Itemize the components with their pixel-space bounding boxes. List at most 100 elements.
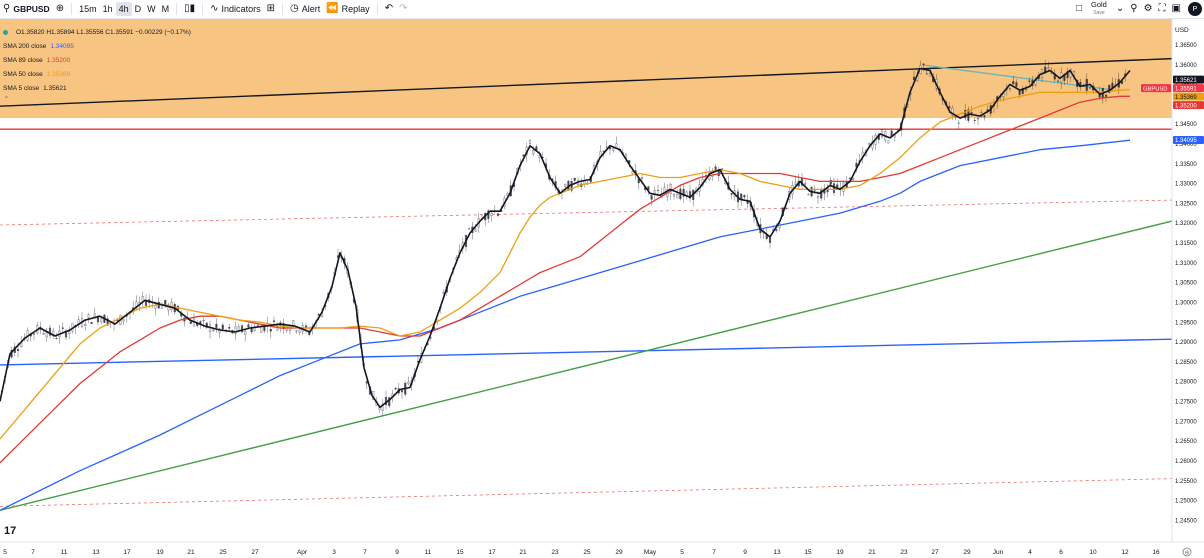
x-tick-label: 17 [123, 549, 131, 556]
indicators-label: Indicators [221, 4, 261, 14]
interval-m[interactable]: M [161, 4, 170, 14]
y-tick-label: 1.32500 [1175, 201, 1197, 207]
y-tick-label: 1.30500 [1175, 281, 1197, 287]
candle-body [612, 148, 615, 151]
redo-button[interactable]: ↷ [396, 0, 410, 18]
candle-body [234, 326, 237, 334]
y-tick-label: 1.31500 [1175, 241, 1197, 247]
x-tick-label: 19 [836, 549, 844, 556]
alert-button[interactable]: ◷ Alert [287, 0, 323, 18]
legend-sma200-value: 1.34095 [50, 42, 74, 50]
symbol-tag-text: GBPUSD [1143, 86, 1167, 92]
settings-button[interactable]: ⚙ [1141, 0, 1156, 18]
candle-body [474, 229, 477, 232]
interval-15m[interactable]: 15m [79, 4, 97, 14]
x-tick-label: Apr [297, 549, 308, 556]
y-tick-label: 1.33500 [1175, 162, 1197, 168]
candle-body [804, 183, 807, 185]
trendline-5[interactable] [0, 478, 1173, 507]
candle-body [775, 229, 778, 231]
candle-body [656, 190, 660, 192]
supply-zone [0, 19, 1172, 119]
legend-sma89[interactable]: SMA 89 close 1.35200 [3, 53, 191, 67]
candle-body [532, 150, 535, 155]
candle-body [55, 338, 58, 339]
candle-body [215, 323, 218, 328]
candle-body [61, 327, 64, 329]
candle-body [122, 319, 125, 322]
candle-body [1079, 82, 1082, 86]
grid-icon: ⊞ [266, 3, 275, 14]
x-tick-label: 19 [156, 549, 164, 556]
candle-body [16, 349, 20, 351]
watchlist-dropdown[interactable]: ⌄ [1113, 0, 1127, 18]
x-tick-label: 4 [1028, 549, 1032, 556]
candle-body [496, 213, 500, 216]
y-tick-label: 1.26500 [1175, 439, 1197, 445]
candle-body [276, 326, 279, 331]
legend-collapse[interactable]: ⌃ [3, 95, 10, 104]
legend-sma50[interactable]: SMA 50 close 1.35369 [3, 67, 191, 81]
y-tick-label: 1.28500 [1175, 360, 1197, 366]
legend-sma50-value: 1.35369 [46, 70, 71, 78]
interval-1h[interactable]: 1h [102, 4, 113, 14]
x-tick-label: 21 [868, 549, 876, 556]
x-tick-label: 15 [456, 549, 464, 556]
candle-body [650, 195, 653, 200]
series-sma-50-close[interactable] [0, 88, 1131, 440]
timezone-button[interactable]: ⊕ [1182, 547, 1192, 557]
price-badge-value: 1.35591 [1175, 86, 1197, 92]
candle-body [90, 322, 93, 325]
replay-button[interactable]: ⏪ Replay [323, 0, 372, 18]
legend-sma5[interactable]: SMA 5 close 1.35621 [3, 81, 191, 95]
candle-body [490, 213, 493, 216]
trendline-4[interactable] [0, 199, 1173, 226]
fullscreen-icon: ⛶ [1158, 3, 1166, 14]
legend-sma200[interactable]: SMA 200 close 1.34095 [3, 39, 191, 53]
candle-body [228, 327, 231, 329]
legend-sma5-label: SMA 5 close [3, 84, 40, 92]
trendline-2[interactable] [0, 338, 1173, 366]
candle-body [528, 140, 532, 144]
candle-body [976, 118, 980, 120]
series-sma-200-close[interactable] [0, 139, 1131, 511]
symbol-search[interactable]: ⚲ GBPUSD [0, 0, 53, 18]
divider [376, 3, 378, 15]
x-tick-label: 11 [61, 549, 68, 556]
candle-body [244, 330, 247, 335]
tradingview-logo: 17 [4, 525, 16, 537]
candle-body [640, 177, 644, 179]
candle-body [212, 329, 215, 332]
trendline-3[interactable] [0, 220, 1173, 511]
interval-4h[interactable]: 4h [115, 2, 132, 16]
series-sma-89-close[interactable] [0, 95, 1130, 464]
x-tick-label: 9 [743, 549, 747, 556]
interval-d[interactable]: D [134, 4, 142, 14]
snapshot-button[interactable]: ▣ [1169, 0, 1184, 18]
ohlc-row: O1.35820 H1.35894 L1.35556 C1.35591 −0.0… [3, 26, 191, 39]
candle-body [887, 140, 890, 144]
camera-icon: ▣ [1171, 3, 1181, 14]
candle-body [256, 324, 260, 327]
legend-sma5-value: 1.35621 [43, 84, 67, 92]
compare-button[interactable]: ⊕ [53, 0, 67, 18]
chart-type-button[interactable]: ▯▮ [181, 0, 198, 18]
candle-body [42, 333, 45, 335]
indicators-button[interactable]: ∿ Indicators [207, 0, 263, 18]
fullscreen-button[interactable]: ⛶ [1156, 0, 1169, 18]
series-sma-5-close[interactable] [0, 67, 1131, 409]
interval-w[interactable]: W [147, 4, 156, 14]
currency-label[interactable]: USD [1175, 27, 1189, 34]
watchlist-selector[interactable]: Gold Save [1091, 1, 1107, 17]
layout-button[interactable]: □ [1073, 0, 1085, 18]
x-tick-label: 29 [615, 549, 623, 556]
avatar[interactable]: P [1188, 2, 1202, 16]
candle-body [400, 390, 404, 393]
undo-button[interactable]: ↶ [382, 0, 396, 18]
price-chart[interactable]: USD 1.24500 1.25000 1.25500 1.26000 1.26500 1.… [0, 19, 1204, 558]
candle-body [820, 190, 823, 199]
candle-body [852, 178, 855, 180]
templates-button[interactable]: ⊞ [264, 0, 278, 18]
quick-search-button[interactable]: ⚲ [1127, 0, 1140, 18]
trendline-0[interactable] [0, 57, 1173, 107]
